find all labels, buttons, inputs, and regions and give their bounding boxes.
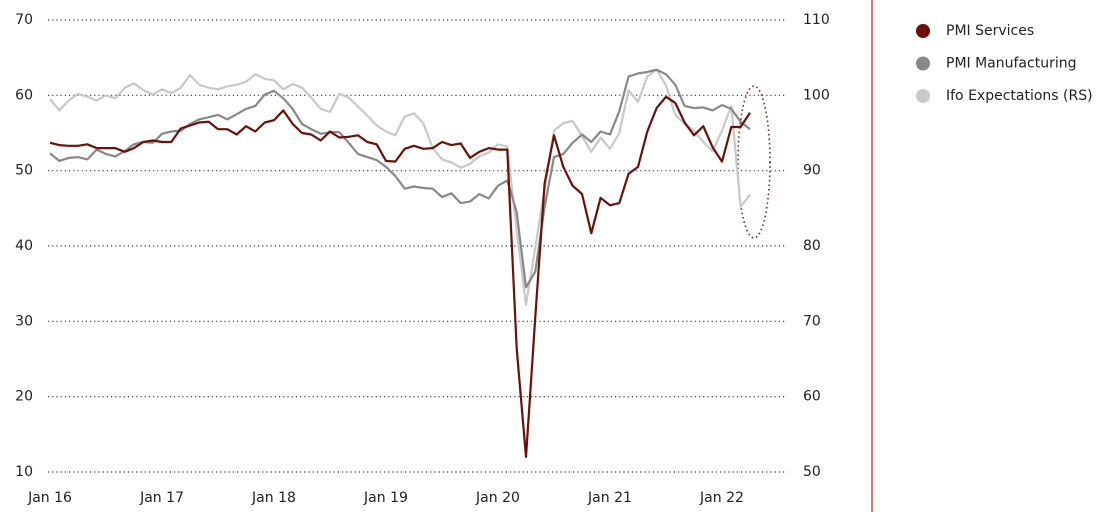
legend-swatch (916, 24, 930, 38)
y-tick-label: 10 (15, 464, 33, 480)
y-tick-label: 20 (15, 389, 33, 405)
x-tick-label: Jan 21 (587, 490, 632, 506)
x-tick-label: Jan 22 (699, 490, 744, 506)
y2-tick-label: 110 (803, 12, 830, 28)
x-tick-label: Jan 17 (139, 490, 184, 506)
legend-swatch (916, 89, 930, 103)
x-tick-label: Jan 18 (251, 490, 296, 506)
y-tick-label: 30 (15, 313, 33, 329)
y2-tick-label: 70 (803, 313, 821, 329)
y-tick-label: 50 (15, 163, 33, 179)
series-line (49, 68, 751, 289)
y2-tick-label: 50 (803, 464, 821, 480)
highlight-ellipse (737, 85, 771, 239)
legend-label: PMI Services (946, 23, 1034, 39)
x-tick-label: Jan 16 (27, 490, 72, 506)
y2-tick-label: 100 (803, 87, 830, 103)
legend-label: Ifo Expectations (RS) (946, 88, 1093, 104)
x-tick-label: Jan 19 (363, 490, 408, 506)
y2-tick-label: 80 (803, 238, 821, 254)
legend-swatch (916, 56, 930, 71)
legend-label: PMI Manufacturing (946, 56, 1076, 72)
series-line (49, 68, 751, 306)
y-tick-label: 60 (15, 87, 33, 103)
y-tick-label: 40 (15, 238, 33, 254)
series-line (49, 95, 751, 458)
y2-tick-label: 90 (803, 163, 821, 179)
y2-tick-label: 60 (803, 389, 821, 405)
x-tick-label: Jan 20 (475, 490, 520, 506)
y-tick-label: 70 (15, 12, 33, 28)
